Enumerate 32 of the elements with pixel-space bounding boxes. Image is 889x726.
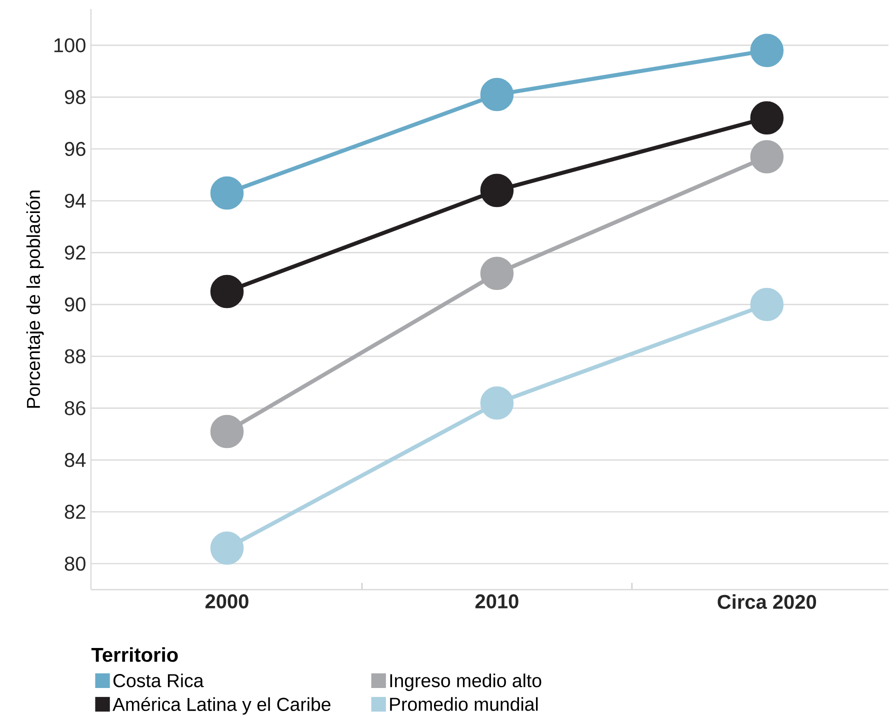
point — [480, 78, 514, 112]
y-axis-title: Porcentaje de la población — [26, 190, 44, 408]
y-tick-label: 90 — [64, 298, 86, 312]
x-tick-label: 2010 — [475, 594, 518, 609]
x-tick-label: Circa 2020 — [718, 594, 816, 610]
legend-label: Ingreso medio alto — [390, 674, 542, 692]
y-tick-label: 84 — [64, 453, 86, 468]
point — [210, 415, 244, 448]
y-tick-label: 94 — [64, 194, 86, 208]
y-tick-label: 88 — [64, 349, 86, 364]
y-tick-label: 92 — [64, 246, 86, 260]
point — [750, 101, 784, 135]
point — [210, 275, 244, 308]
point — [750, 34, 784, 68]
point — [480, 256, 514, 290]
legend-title: Territorio — [91, 647, 178, 662]
legend-label: Costa Rica — [113, 674, 204, 688]
y-tick-label: 86 — [64, 401, 86, 416]
x-tick-label: 2000 — [205, 594, 248, 609]
y-tick-label: 100 — [54, 38, 86, 53]
point — [480, 386, 514, 420]
legend-label: América Latina y el Caribe — [112, 697, 330, 715]
point — [210, 532, 244, 566]
point — [480, 174, 514, 208]
y-tick-label: 96 — [64, 142, 86, 156]
y-tick-label: 80 — [64, 556, 86, 571]
point — [210, 176, 244, 210]
legend-label: Promedio mundial — [390, 697, 538, 712]
y-tick-label: 98 — [64, 90, 86, 104]
point — [750, 140, 784, 174]
y-tick-label: 82 — [64, 505, 86, 520]
point — [750, 288, 784, 322]
